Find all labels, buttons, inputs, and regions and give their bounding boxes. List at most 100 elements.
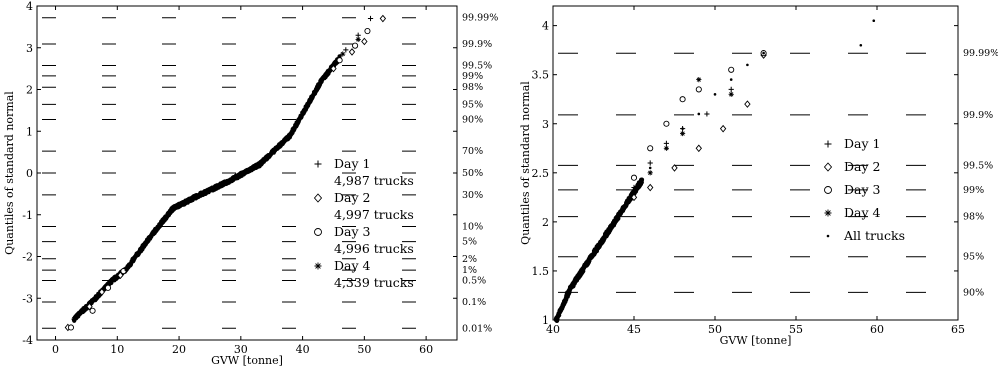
legend-label: Day 2: [844, 159, 880, 174]
marker-diamond: [313, 193, 323, 203]
legend: Day 1 Day 2 Day 3 Day 4 All trucks: [823, 136, 905, 243]
y-tick-label: -3: [22, 292, 33, 305]
series-day-4: [631, 76, 734, 196]
y-tick-label: 1: [26, 125, 33, 138]
legend-label: Day 3: [844, 182, 881, 197]
legend-count: 4,987 trucks: [334, 173, 414, 188]
marker-dot: [648, 166, 652, 170]
y-axis-label: Quantiles of standard normal: [3, 91, 16, 255]
marker-asterisk: [680, 130, 686, 137]
probability-label: 99.9%: [963, 110, 993, 121]
marker-circle: [352, 42, 359, 49]
probability-label: 1%: [462, 265, 477, 276]
y-tick-label: 3: [542, 118, 549, 131]
probability-label: 90%: [462, 114, 483, 125]
marker-diamond: [823, 162, 833, 172]
marker-circle: [89, 307, 96, 314]
y-tick-label: -4: [22, 334, 33, 347]
marker-asterisk: [696, 76, 702, 83]
marker-circle: [630, 174, 638, 181]
probability-label: 99.99%: [462, 13, 498, 24]
probability-label: 99%: [963, 185, 984, 196]
marker-plus: [343, 47, 349, 53]
marker-diamond: [647, 183, 654, 192]
marker-circle: [336, 57, 343, 64]
marker-circle: [824, 186, 832, 194]
y-axis-label: Quantiles of standard normal: [519, 81, 532, 245]
marker-dot: [729, 78, 733, 81]
y-tick-label: 1.5: [532, 265, 550, 278]
probability-label: 99%: [462, 71, 483, 82]
y-tick-label: 2.5: [532, 167, 550, 180]
y-tick-label: 2: [542, 216, 549, 229]
marker-plus: [704, 111, 710, 117]
probability-label: 90%: [963, 287, 984, 298]
marker-plus: [631, 184, 637, 191]
probability-label: 0.5%: [462, 276, 486, 287]
y-tick-label: 4: [542, 20, 549, 33]
marker-asterisk: [123, 266, 130, 272]
x-tick-label: 65: [951, 323, 965, 336]
x-tick-label: 60: [419, 343, 433, 356]
marker-diamond: [348, 48, 356, 56]
y-tick-label: 3.5: [532, 69, 550, 82]
x-tick-label: 20: [172, 343, 186, 356]
probability-label: 99.5%: [963, 160, 993, 171]
probability-label: 0.01%: [462, 323, 492, 334]
marker-dot: [681, 127, 684, 130]
series-day-3: [67, 27, 371, 331]
marker-plus: [367, 15, 374, 22]
marker-diamond: [330, 64, 337, 73]
probability-label: 2%: [462, 254, 477, 265]
marker-asterisk: [71, 316, 77, 322]
legend-count: 4,997 trucks: [334, 207, 414, 222]
chart-1: 99.99% 99.9% 99.5%99%98% 95% 90% 70% 50% 30% 10%…: [3, 0, 498, 367]
x-tick-label: 50: [708, 323, 722, 336]
x-axis-label: GVW [tonne]: [720, 334, 792, 347]
marker-asterisk: [355, 36, 361, 42]
legend-label: Day 4: [844, 205, 881, 220]
legend-count: 4,339 trucks: [334, 275, 414, 290]
marker-asterisk: [647, 170, 653, 176]
plot-frame: [552, 5, 959, 321]
marker-diamond: [671, 164, 678, 172]
marker-asterisk: [824, 209, 832, 217]
marker-dot: [697, 112, 701, 116]
data-point: [639, 179, 644, 185]
y-tick-label: 3: [26, 42, 33, 55]
x-tick-label: 10: [110, 343, 124, 356]
marker-plus: [728, 86, 734, 93]
legend-label: Day 3: [334, 224, 371, 239]
y-tick-label: 4: [26, 0, 33, 13]
marker-plus: [314, 160, 322, 168]
x-tick-label: 0: [52, 343, 59, 356]
probability-label: 99.9%: [462, 39, 492, 50]
x-tick-label: 60: [870, 323, 884, 336]
legend-label: Day 4: [334, 258, 371, 273]
marker-diamond: [361, 37, 368, 46]
marker-circle: [695, 86, 702, 93]
marker-dot: [632, 191, 636, 194]
probability-label: 98%: [462, 82, 483, 93]
series-day-3: [630, 50, 767, 181]
marker-diamond: [719, 124, 727, 133]
probability-label: 95%: [963, 252, 984, 263]
marker-dot: [746, 63, 749, 67]
marker-circle: [663, 120, 670, 127]
series-all-trucks: [632, 19, 876, 194]
marker-plus: [647, 160, 653, 166]
series-day-4: [71, 36, 361, 322]
marker-circle: [67, 324, 75, 331]
marker-circle: [104, 284, 112, 291]
marker-dot: [713, 93, 717, 96]
probability-label: 99.5%: [462, 60, 492, 71]
probability-label: 50%: [462, 168, 483, 179]
marker-dot: [762, 51, 765, 55]
marker-plus: [663, 140, 669, 146]
marker-asterisk: [93, 295, 99, 301]
y-tick-label: -2: [22, 251, 33, 264]
y-tick-label: 1: [542, 314, 549, 327]
marker-asterisk: [108, 278, 114, 285]
probability-label: 5%: [462, 237, 477, 248]
